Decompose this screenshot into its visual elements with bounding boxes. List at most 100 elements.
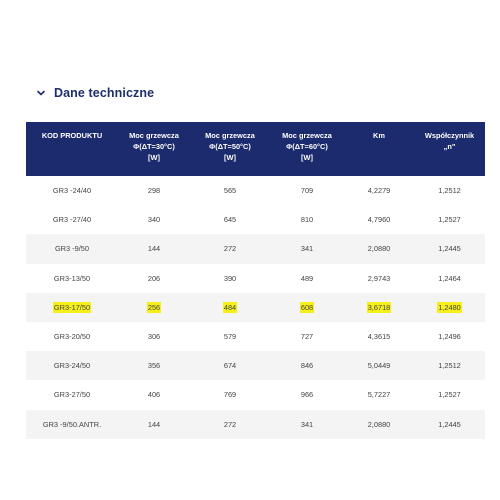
section-title: Dane techniczne: [54, 86, 155, 100]
cell-power-50: 390: [190, 264, 270, 293]
cell-value: 645: [223, 215, 237, 225]
cell-coefficient-n: 1,2445: [414, 234, 485, 263]
cell-product-code: GR3-24/50: [26, 351, 118, 380]
cell-power-30: 298: [118, 176, 190, 205]
header-coefficient-n: Współczynnik „n": [414, 122, 485, 176]
cell-power-60: 810: [270, 205, 344, 234]
cell-power-50: 484: [190, 293, 270, 322]
cell-product-code: GR3-13/50: [26, 264, 118, 293]
cell-power-60: 966: [270, 380, 344, 409]
cell-km: 4,2279: [344, 176, 414, 205]
cell-value: 565: [223, 186, 237, 196]
cell-value: 272: [223, 244, 237, 254]
table-row: GR3 -9/50 144 272 341 2,0880 1,2445: [26, 234, 485, 264]
cell-value: GR3-17/50: [52, 301, 92, 313]
cell-value: 1,2527: [438, 390, 461, 400]
cell-value: 727: [300, 332, 314, 342]
table-row: GR3 -9/50.ANTR. 144 272 341 2,0880 1,2445: [26, 409, 485, 439]
cell-product-code: GR3 -27/40: [26, 205, 118, 234]
header-line: Moc grzewcza: [205, 131, 255, 140]
table-row: GR3-13/50 206 390 489 2,9743 1,2464: [26, 263, 485, 293]
table-row: GR3-27/50 406 769 966 5,7227 1,2527: [26, 380, 485, 410]
header-power-60: Moc grzewcza Φ(ΔT=60°C) [W]: [270, 122, 344, 176]
header-product-code: KOD PRODUKTU: [26, 122, 118, 176]
cell-value: 3,6718: [366, 301, 392, 313]
cell-value: 272: [223, 419, 237, 429]
cell-value: 579: [223, 332, 237, 342]
section-toggle[interactable]: Dane techniczne: [36, 86, 154, 100]
cell-km: 2,0880: [344, 234, 414, 263]
header-line: „n": [443, 142, 456, 151]
cell-value: 1,2464: [438, 273, 461, 283]
cell-km: 5,7227: [344, 380, 414, 409]
table-body: GR3 -24/40 298 565 709 4,2279 1,2512 GR3 -27/4…: [26, 176, 485, 439]
cell-value: 674: [223, 361, 237, 371]
cell-value: GR3-24/50: [53, 361, 91, 371]
cell-value: 341: [300, 244, 314, 254]
cell-km: 5,0449: [344, 351, 414, 380]
cell-value: GR3 -9/50: [54, 244, 90, 254]
cell-km: 3,6718: [344, 293, 414, 322]
cell-coefficient-n: 1,2480: [414, 293, 485, 322]
header-line: Φ(ΔT=60°C): [286, 142, 328, 151]
header-line: Φ(ΔT=50°C): [209, 142, 251, 151]
cell-value: 356: [147, 361, 161, 371]
cell-value: 5,7227: [367, 390, 391, 400]
cell-value: 406: [147, 390, 161, 400]
cell-value: 810: [300, 215, 314, 225]
header-row: KOD PRODUKTU Moc grzewcza Φ(ΔT=30°C) [W] Moc…: [26, 122, 485, 176]
cell-value: 390: [223, 273, 237, 283]
cell-km: 2,9743: [344, 264, 414, 293]
cell-value: 341: [300, 419, 314, 429]
cell-power-30: 340: [118, 205, 190, 234]
header-line: KOD PRODUKTU: [41, 131, 103, 140]
header-line: [W]: [224, 153, 236, 162]
cell-value: GR3-13/50: [53, 273, 91, 283]
cell-value: 206: [147, 273, 161, 283]
cell-power-30: 306: [118, 322, 190, 351]
cell-value: GR3 -9/50.ANTR.: [42, 419, 102, 429]
cell-power-50: 674: [190, 351, 270, 380]
cell-value: 846: [300, 361, 314, 371]
cell-power-50: 579: [190, 322, 270, 351]
cell-coefficient-n: 1,2445: [414, 410, 485, 439]
table-row: GR3-17/50 256 484 608 3,6718 1,2480: [26, 292, 485, 322]
cell-power-60: 727: [270, 322, 344, 351]
cell-product-code: GR3 -9/50.ANTR.: [26, 410, 118, 439]
cell-power-60: 341: [270, 234, 344, 263]
cell-value: 2,0880: [367, 419, 391, 429]
cell-value: 1,2527: [438, 215, 461, 225]
cell-coefficient-n: 1,2527: [414, 380, 485, 409]
cell-value: 298: [147, 186, 161, 196]
cell-value: 608: [299, 301, 315, 313]
cell-value: 484: [222, 301, 238, 313]
cell-value: GR3-20/50: [53, 332, 91, 342]
cell-power-30: 256: [118, 293, 190, 322]
cell-value: 4,3615: [367, 332, 391, 342]
header-line: Km: [373, 131, 385, 140]
cell-value: GR3 -24/40: [52, 186, 92, 196]
header-km: Km: [344, 122, 414, 176]
table-row: GR3-20/50 306 579 727 4,3615 1,2496: [26, 321, 485, 352]
cell-power-30: 144: [118, 410, 190, 439]
cell-value: 340: [147, 215, 161, 225]
cell-power-50: 272: [190, 410, 270, 439]
cell-power-60: 846: [270, 351, 344, 380]
cell-km: 4,7960: [344, 205, 414, 234]
header-line: Moc grzewcza: [129, 131, 179, 140]
cell-value: 1,2480: [437, 301, 462, 313]
chevron-down-icon: [37, 90, 45, 96]
cell-value: GR3 -27/40: [52, 215, 92, 225]
cell-value: 709: [300, 186, 314, 196]
cell-power-50: 565: [190, 176, 270, 205]
technical-data-table: KOD PRODUKTU Moc grzewcza Φ(ΔT=30°C) [W] Moc…: [26, 122, 485, 439]
header-line: Współczynnik: [424, 131, 475, 140]
cell-product-code: GR3 -9/50: [26, 234, 118, 263]
header-power-30: Moc grzewcza Φ(ΔT=30°C) [W]: [118, 122, 190, 176]
cell-power-50: 769: [190, 380, 270, 409]
cell-value: 144: [147, 244, 161, 254]
cell-power-60: 608: [270, 293, 344, 322]
table-row: GR3 -24/40 298 565 709 4,2279 1,2512: [26, 176, 485, 206]
cell-km: 4,3615: [344, 322, 414, 351]
header-line: [W]: [148, 153, 160, 162]
